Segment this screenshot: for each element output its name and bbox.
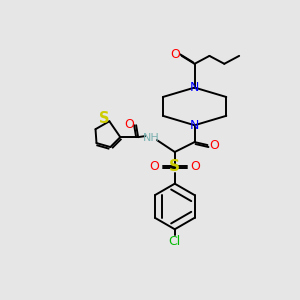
Text: NH: NH xyxy=(142,133,159,143)
Text: Cl: Cl xyxy=(169,235,181,248)
Text: O: O xyxy=(209,139,219,152)
Text: N: N xyxy=(190,119,199,132)
Text: S: S xyxy=(99,111,110,126)
Text: O: O xyxy=(190,160,200,173)
Text: N: N xyxy=(190,81,199,94)
Text: O: O xyxy=(170,48,180,62)
Text: O: O xyxy=(124,118,134,131)
Text: S: S xyxy=(169,159,180,174)
Text: O: O xyxy=(149,160,159,173)
